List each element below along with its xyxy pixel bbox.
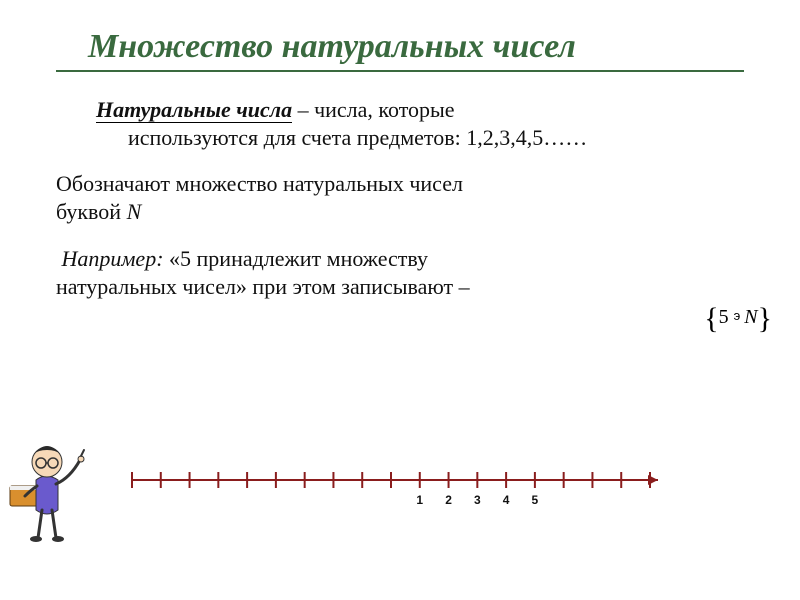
- svg-text:2: 2: [445, 493, 452, 507]
- notation-five: 5: [719, 306, 729, 328]
- paragraph-2: Обозначают множество натуральных чисел б…: [56, 170, 744, 226]
- example-word: Например:: [62, 246, 164, 271]
- svg-text:3: 3: [474, 493, 481, 507]
- p2-line2-prefix: буквой: [56, 199, 127, 224]
- paragraph-3: Например: «5 принадлежит множеству натур…: [56, 245, 744, 301]
- definition-rest-1: – числа, которые: [292, 97, 455, 122]
- page-title: Множество натуральных чисел: [56, 28, 744, 66]
- set-notation: {5 э N}: [704, 306, 772, 329]
- brace-open: {: [704, 302, 718, 335]
- element-of-symbol: э: [734, 308, 740, 323]
- svg-text:5: 5: [532, 493, 539, 507]
- number-line: 1 2 3 4 5: [124, 458, 664, 518]
- n-symbol: N: [127, 199, 142, 224]
- p2-line1: Обозначают множество натуральных чисел: [56, 171, 463, 196]
- p3-rest-1: «5 принадлежит множеству: [164, 246, 429, 271]
- p3-rest-2: натуральных чисел» при этом записывают –: [56, 274, 470, 299]
- svg-text:1: 1: [416, 493, 423, 507]
- brace-close: }: [758, 302, 772, 335]
- cartoon-student-icon: [4, 422, 90, 542]
- notation-n: N: [744, 306, 757, 328]
- definition-paragraph: Натуральные числа – числа, которые испол…: [96, 96, 744, 152]
- definition-rest-2: используются для счета предметов: 1,2,3,…: [128, 124, 704, 152]
- definition-term: Натуральные числа: [96, 97, 292, 123]
- svg-text:4: 4: [503, 493, 510, 507]
- title-underline: [56, 70, 744, 72]
